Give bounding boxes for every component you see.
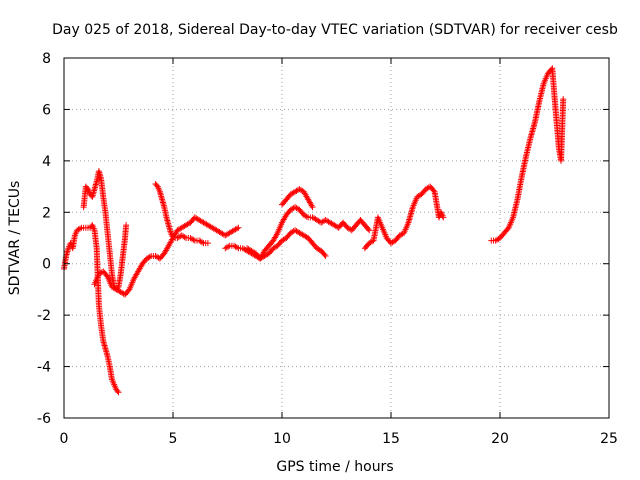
series-8 bbox=[361, 183, 447, 252]
y-tick-label: 8 bbox=[42, 51, 51, 67]
series-2 bbox=[80, 168, 130, 293]
data-point bbox=[115, 389, 122, 396]
data-point bbox=[123, 222, 130, 229]
data-point-interp bbox=[365, 226, 372, 232]
grid-lines bbox=[64, 58, 609, 418]
y-tick-label: -6 bbox=[37, 411, 51, 427]
chart-title: Day 025 of 2018, Sidereal Day-to-day VTE… bbox=[52, 22, 618, 38]
x-tick-label: 15 bbox=[382, 431, 400, 447]
y-tick-label: 2 bbox=[42, 205, 51, 221]
data-point bbox=[366, 227, 373, 234]
y-axis-label: SDTVAR / TECUs bbox=[7, 181, 23, 296]
data-point-interp bbox=[199, 239, 206, 246]
data-point bbox=[204, 240, 211, 247]
x-axis-label: GPS time / hours bbox=[276, 459, 393, 475]
data-point-interp bbox=[83, 184, 90, 191]
data-point-interp bbox=[233, 244, 240, 251]
y-tick-label: 4 bbox=[42, 154, 51, 170]
y-tick-label: 0 bbox=[42, 257, 51, 273]
data-point-interp bbox=[225, 243, 232, 250]
series-6 bbox=[244, 204, 373, 262]
data-point-interp bbox=[233, 225, 240, 232]
data-point bbox=[440, 214, 447, 221]
x-tick-label: 20 bbox=[491, 431, 509, 447]
x-tick-label: 0 bbox=[60, 431, 69, 447]
data-point-interp bbox=[76, 225, 83, 232]
data-points bbox=[61, 65, 567, 396]
y-tick-label: 6 bbox=[42, 102, 51, 118]
data-point bbox=[322, 253, 329, 259]
series-1 bbox=[61, 222, 122, 396]
x-tick-label: 25 bbox=[600, 431, 618, 447]
series-9 bbox=[488, 65, 567, 244]
data-point-interp bbox=[114, 388, 121, 394]
data-point bbox=[560, 96, 567, 103]
y-tick-label: -2 bbox=[37, 308, 51, 324]
data-point-interp bbox=[190, 236, 197, 243]
axis-ticks: 0 5 10 15 20 25 -6 -4 -2 0 2 4 6 8 bbox=[37, 51, 618, 447]
data-point-interp bbox=[181, 234, 188, 241]
data-point-interp bbox=[303, 213, 310, 220]
data-point bbox=[235, 224, 242, 231]
data-point-interp bbox=[146, 253, 153, 260]
data-point-interp bbox=[321, 251, 328, 258]
series-4 bbox=[152, 181, 211, 247]
data-point bbox=[309, 204, 316, 211]
plot-frame bbox=[63, 57, 610, 419]
x-tick-label: 5 bbox=[169, 431, 178, 447]
data-point-interp bbox=[430, 187, 437, 194]
series-7 bbox=[279, 186, 316, 211]
y-tick-label: -4 bbox=[37, 360, 51, 376]
x-tick-label: 10 bbox=[273, 431, 291, 447]
